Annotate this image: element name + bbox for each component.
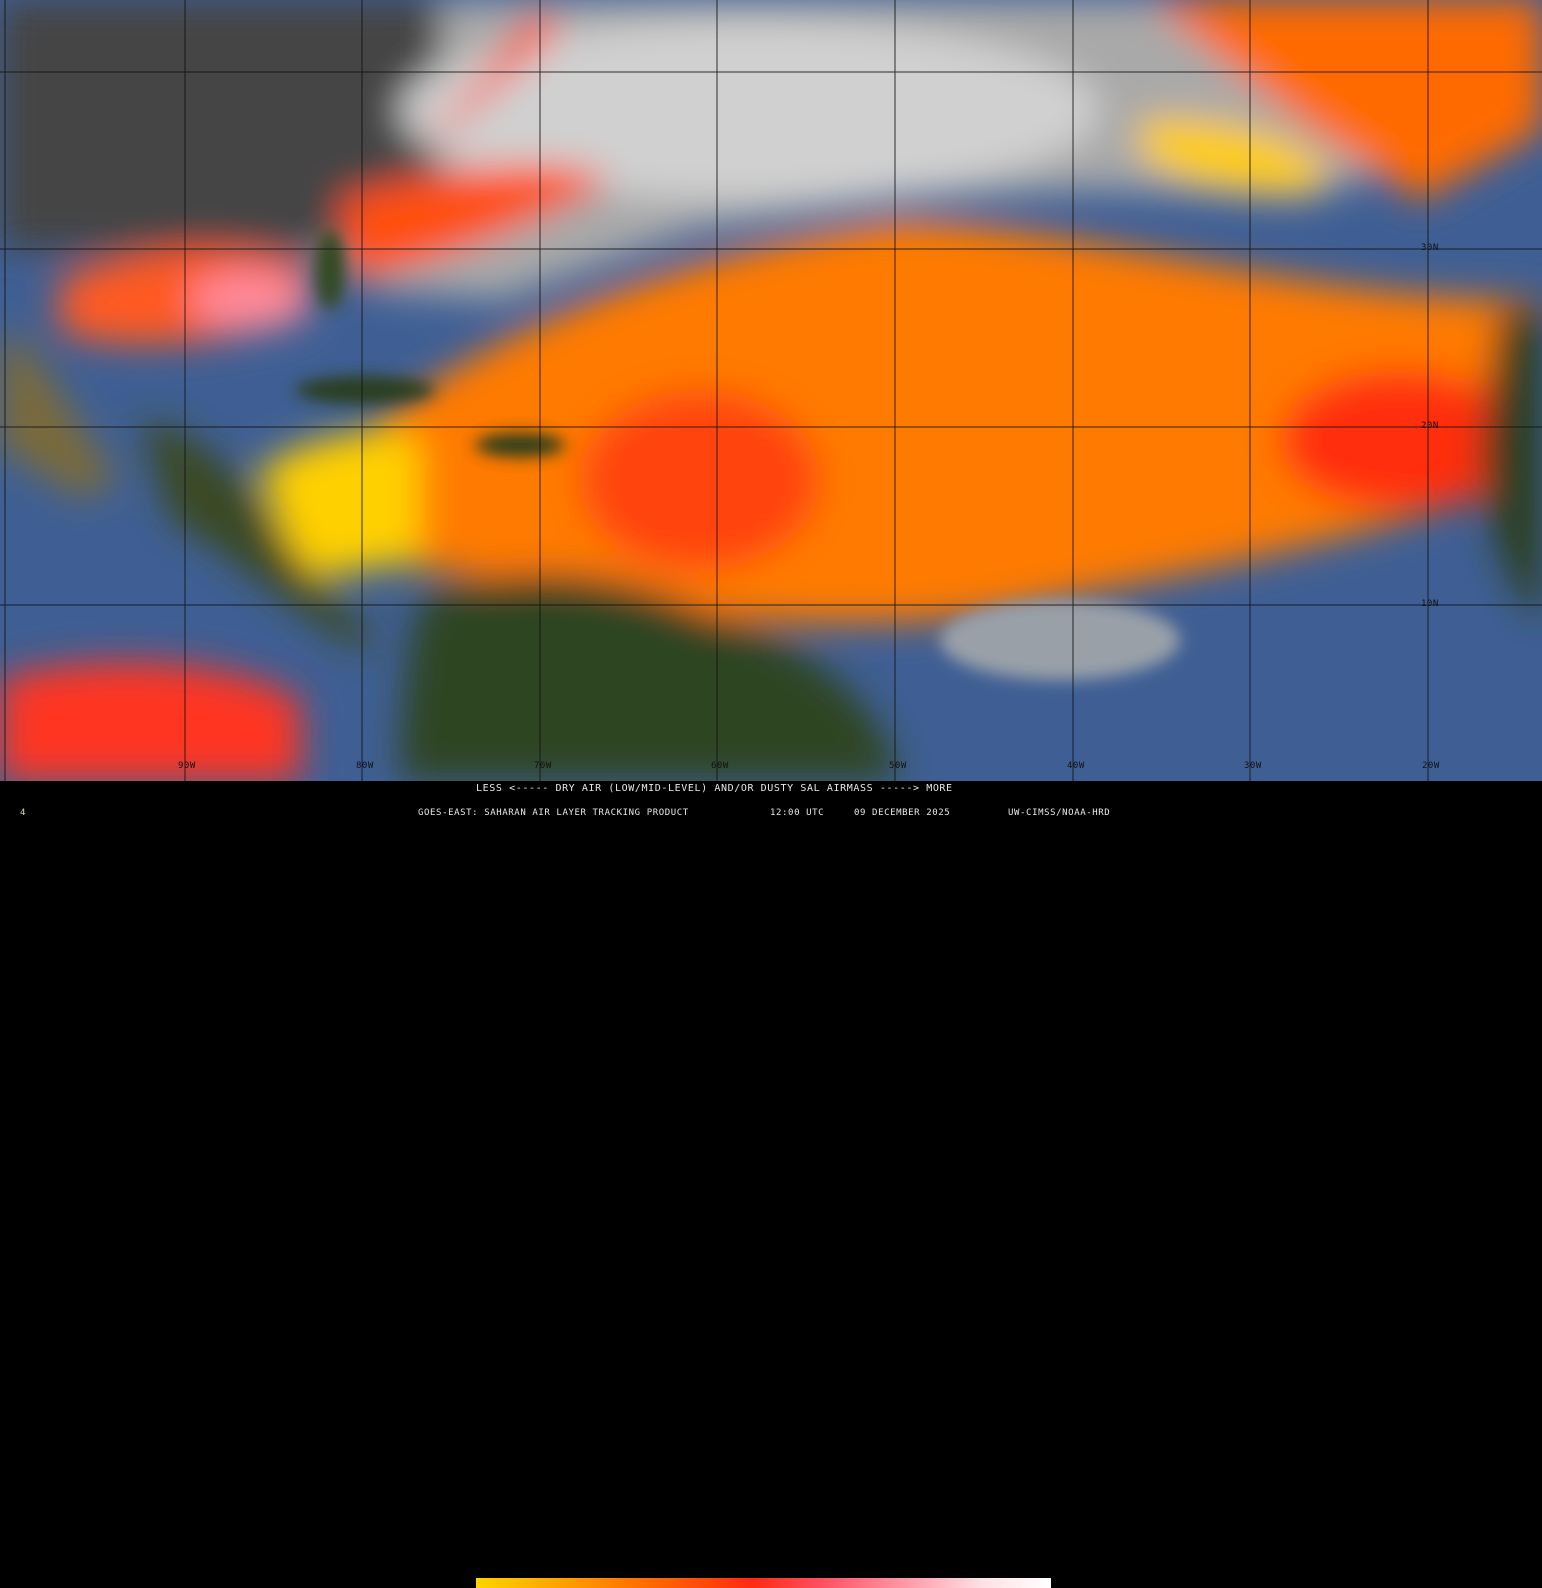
credit: UW-CIMSS/NOAA-HRD xyxy=(1008,808,1111,818)
lat-label: 10N xyxy=(1421,599,1439,609)
lon-label: 60W xyxy=(711,761,729,771)
lon-label: 90W xyxy=(178,761,196,771)
lon-label: 70W xyxy=(534,761,552,771)
colorbar xyxy=(476,1578,1051,1588)
legend-scale-text: LESS <----- DRY AIR (LOW/MID-LEVEL) AND/… xyxy=(476,783,953,794)
product-name: GOES-EAST: SAHARAN AIR LAYER TRACKING PR… xyxy=(418,808,689,818)
satellite-map: 90W 80W 70W 60W 50W 40W 30W 20W 30N 20N … xyxy=(0,0,1542,781)
lon-label: 30W xyxy=(1244,761,1262,771)
lat-label: 30N xyxy=(1421,243,1439,253)
mexico xyxy=(0,330,120,500)
lon-label: 80W xyxy=(356,761,374,771)
central-america xyxy=(140,420,380,650)
imagery-layer xyxy=(0,0,1542,781)
south-america xyxy=(400,574,900,781)
time: 12:00 UTC xyxy=(770,808,825,818)
frame-number: 4 xyxy=(20,808,27,818)
africa xyxy=(1480,305,1542,620)
legend-footer: LESS <----- DRY AIR (LOW/MID-LEVEL) AND/… xyxy=(0,781,1542,1588)
lon-label: 40W xyxy=(1067,761,1085,771)
lat-lon-grid xyxy=(0,0,1542,781)
date: 09 DECEMBER 2025 xyxy=(854,808,951,818)
lon-label: 20W xyxy=(1422,761,1440,771)
lat-label: 20N xyxy=(1421,421,1439,431)
lon-label: 50W xyxy=(889,761,907,771)
